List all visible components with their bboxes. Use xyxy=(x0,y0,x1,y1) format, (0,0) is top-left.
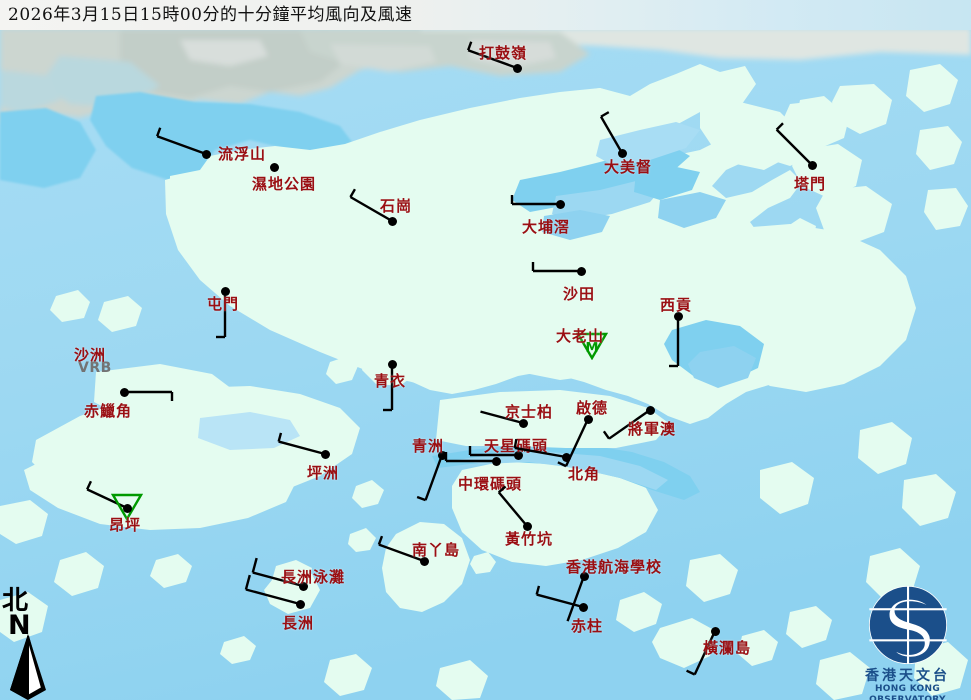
station-vrb-sha-chau: VRB xyxy=(78,360,112,376)
station-dot-sai-kung xyxy=(673,311,683,321)
station-dot-tseung-kwan-o xyxy=(645,405,655,415)
station-label-north-point: 北角 xyxy=(568,465,601,483)
station-label-sha-tin: 沙田 xyxy=(563,285,596,303)
station-label-central-pier: 中環碼頭 xyxy=(458,475,523,493)
station-dot-ta-kwu-ling xyxy=(512,63,522,73)
station-label-chek-lap-kok: 赤鱲角 xyxy=(84,402,133,420)
compass-label-en: N xyxy=(8,610,31,641)
station-label-green-island: 青洲 xyxy=(412,437,445,455)
station-label-stanley: 赤柱 xyxy=(571,617,604,635)
station-dot-stanley xyxy=(578,602,588,612)
station-label-sha-chau: 沙洲 xyxy=(74,346,107,364)
station-dot-shek-kong xyxy=(387,216,397,226)
page-title: 2026年3月15日15時00分的十分鐘平均風向及風速 xyxy=(8,5,413,25)
station-label-cheung-chau-beach: 長洲泳灘 xyxy=(281,568,346,586)
title-bar: 2026年3月15日15時00分的十分鐘平均風向及風速 xyxy=(0,0,971,30)
station-label-ngong-ping: 昂坪 xyxy=(109,516,142,534)
station-dot-green-island xyxy=(437,450,447,460)
station-label-tuen-mun: 屯門 xyxy=(207,295,240,313)
station-dot-chek-lap-kok xyxy=(119,387,129,397)
station-label-lamma-island: 南丫島 xyxy=(412,541,461,559)
station-label-tai-po-kau: 大埔滘 xyxy=(522,218,571,236)
station-label-tap-mun: 塔門 xyxy=(794,175,827,193)
title-bar-background xyxy=(0,0,971,30)
station-dot-hk-sea-school xyxy=(579,571,589,581)
station-label-lau-fau-shan: 流浮山 xyxy=(218,145,267,163)
station-dot-kings-park xyxy=(518,418,528,428)
station-dot-peng-chau xyxy=(320,449,330,459)
station-dot-north-point xyxy=(561,452,571,462)
station-label-wetland-park: 濕地公園 xyxy=(252,175,317,193)
compass-label-cn: 北 xyxy=(2,586,29,616)
station-label-wong-chuk-hang: 黃竹坑 xyxy=(505,530,554,548)
station-label-waglan-island: 橫瀾島 xyxy=(703,639,752,657)
hko-logo: 香港天文台 HONG KONG OBSERVATORY xyxy=(850,583,965,700)
station-dot-waglan-island xyxy=(710,626,720,636)
station-label-kai-tak: 啟德 xyxy=(576,399,609,417)
compass-rose: 北 N xyxy=(2,588,72,700)
station-label-star-ferry: 天星碼頭 xyxy=(484,437,549,455)
station-label-tai-mei-tuk: 大美督 xyxy=(604,158,653,176)
station-dot-wetland-park xyxy=(269,162,279,172)
station-label-tseung-kwan-o: 將軍澳 xyxy=(628,420,677,438)
station-dot-wong-chuk-hang xyxy=(522,521,532,531)
north-arrow-icon xyxy=(10,634,46,700)
station-label-tates-cairn: 大老山 xyxy=(556,327,605,345)
station-dot-cheung-chau xyxy=(295,599,305,609)
station-label-shek-kong: 石崗 xyxy=(380,197,413,215)
station-dot-lau-fau-shan xyxy=(201,149,211,159)
hko-name-cn: 香港天文台 xyxy=(865,668,950,684)
station-label-kings-park: 京士柏 xyxy=(505,403,554,421)
station-dot-tsing-yi xyxy=(387,359,397,369)
station-label-ta-kwu-ling: 打鼓嶺 xyxy=(479,44,528,62)
station-dot-central-pier xyxy=(491,456,501,466)
station-dot-cheung-chau-beach xyxy=(298,581,308,591)
station-label-sai-kung: 西貢 xyxy=(660,296,693,314)
station-label-hk-sea-school: 香港航海學校 xyxy=(566,558,663,576)
station-dot-ngong-ping xyxy=(122,503,132,513)
station-dot-tuen-mun xyxy=(220,286,230,296)
hko-name-en: HONG KONG OBSERVATORY xyxy=(869,684,946,700)
station-dot-tai-mei-tuk xyxy=(617,148,627,158)
station-dot-sha-tin xyxy=(576,266,586,276)
station-label-cheung-chau: 長洲 xyxy=(282,614,315,632)
station-dot-lamma-island xyxy=(419,556,429,566)
station-label-tsing-yi: 青衣 xyxy=(374,372,407,390)
hko-logo-icon xyxy=(868,585,947,665)
station-label-peng-chau: 坪洲 xyxy=(307,464,340,482)
station-dot-kai-tak xyxy=(583,414,593,424)
station-dot-tap-mun xyxy=(807,160,817,170)
station-dot-tai-po-kau xyxy=(555,199,565,209)
